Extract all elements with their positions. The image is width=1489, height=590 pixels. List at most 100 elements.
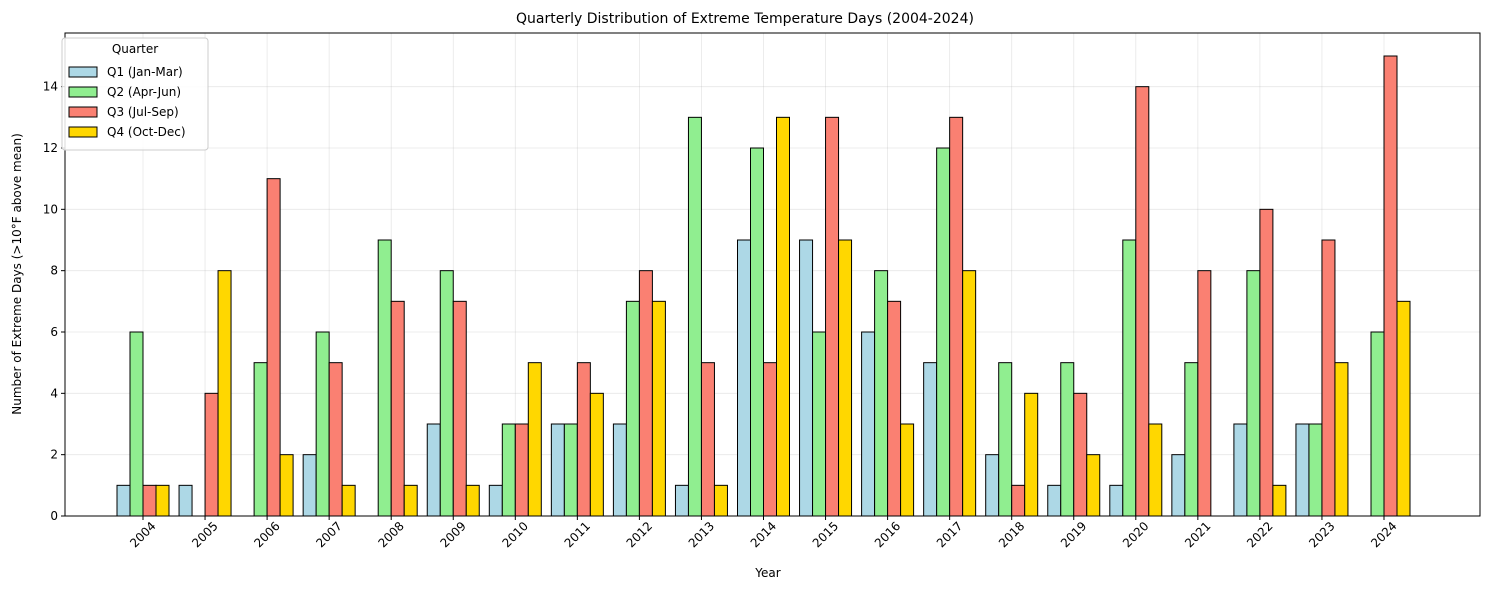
- y-tick-label: 2: [50, 448, 58, 462]
- bar-q3-2017: [949, 116, 964, 517]
- y-tick-label: 10: [43, 202, 58, 216]
- bar-q4-2009: [465, 484, 480, 517]
- legend: Quarter Q1 (Jan-Mar) Q2 (Apr-Jun) Q3 (Jul-…: [61, 37, 209, 151]
- x-tick-label: 2017: [934, 519, 965, 550]
- bar-q3-2024: [1383, 55, 1398, 517]
- bar-q4-2017: [962, 270, 977, 517]
- legend-swatch: [68, 86, 98, 98]
- bar-q2-2024: [1370, 331, 1385, 517]
- legend-swatch: [68, 66, 98, 78]
- bar-q3-2016: [887, 300, 902, 517]
- bar-q2-2014: [750, 147, 764, 517]
- bar-q4-2010: [527, 362, 542, 517]
- bar-q3-2012: [638, 270, 653, 517]
- bar-q3-2006: [266, 178, 281, 517]
- x-tick-label: 2007: [313, 519, 344, 550]
- bar-q2-2011: [563, 423, 578, 517]
- bars: [116, 55, 1411, 517]
- bar-q2-2004: [129, 331, 144, 517]
- bar-q3-2007: [328, 362, 343, 517]
- bar-q4-2007: [341, 484, 356, 517]
- bar-q1-2004: [116, 484, 131, 517]
- bar-q2-2023: [1308, 423, 1323, 517]
- bar-q2-2013: [687, 116, 702, 517]
- x-tick-label: 2024: [1368, 519, 1399, 550]
- bar-q4-2014: [776, 116, 790, 517]
- legend-entry: Q4 (Oct-Dec): [107, 125, 186, 139]
- chart-title: Quarterly Distribution of Extreme Temper…: [516, 11, 974, 27]
- bar-q2-2016: [874, 270, 889, 517]
- bar-q1-2020: [1109, 484, 1124, 517]
- x-tick-label: 2009: [437, 519, 468, 550]
- y-tick-label: 14: [43, 80, 58, 94]
- legend-swatch: [68, 126, 98, 138]
- bar-q3-2020: [1135, 86, 1150, 517]
- x-tick-label: 2016: [872, 519, 903, 550]
- bar-q1-2022: [1233, 423, 1248, 517]
- bar-q3-2009: [452, 300, 467, 517]
- bar-q3-2015: [825, 116, 840, 517]
- bar-q2-2008: [377, 239, 392, 517]
- bar-q3-2010: [514, 423, 529, 517]
- bar-q4-2020: [1148, 423, 1163, 517]
- bar-q3-2013: [700, 362, 715, 517]
- x-axis: 2004 2005 2006 2007 2008 2009 2010 2011 2012 2013…: [127, 516, 1400, 550]
- legend-entry: Q3 (Jul-Sep): [107, 105, 179, 119]
- x-tick-label: 2004: [127, 519, 158, 550]
- bar-q1-2005: [178, 484, 193, 517]
- legend-title: Quarter: [112, 42, 158, 56]
- bar-q1-2007: [302, 454, 317, 517]
- y-tick-label: 6: [50, 325, 58, 339]
- legend-swatch: [68, 106, 98, 118]
- x-tick-label: 2022: [1244, 519, 1275, 550]
- y-tick-label: 12: [43, 141, 58, 155]
- bar-q2-2022: [1246, 270, 1261, 517]
- bar-q1-2010: [488, 484, 503, 517]
- bar-q3-2008: [390, 300, 405, 517]
- bar-q3-2014: [763, 362, 777, 517]
- bar-q1-2023: [1295, 423, 1310, 517]
- x-tick-label: 2006: [251, 519, 282, 550]
- bar-q4-2019: [1086, 454, 1101, 517]
- bar-q2-2015: [812, 331, 827, 517]
- bar-q4-2008: [403, 484, 418, 517]
- bar-q1-2019: [1047, 484, 1062, 517]
- bar-q1-2016: [861, 331, 876, 517]
- bar-q2-2018: [998, 362, 1013, 517]
- bar-q4-2024: [1396, 300, 1411, 517]
- bar-q4-2016: [900, 423, 915, 517]
- bar-q4-2023: [1334, 362, 1349, 517]
- bar-q4-2011: [589, 392, 604, 517]
- x-tick-label: 2013: [686, 519, 717, 550]
- y-tick-label: 8: [50, 264, 58, 278]
- bar-q1-2014: [737, 239, 751, 517]
- bar-q3-2022: [1259, 208, 1274, 517]
- bar-q2-2019: [1060, 362, 1075, 517]
- bar-q1-2021: [1171, 454, 1186, 517]
- y-tick-label: 0: [50, 509, 58, 523]
- bar-q1-2013: [674, 484, 689, 517]
- bar-q2-2010: [501, 423, 516, 517]
- bar-q1-2015: [799, 239, 814, 517]
- bar-q4-2015: [838, 239, 853, 517]
- bar-q1-2017: [923, 362, 938, 517]
- bar-q2-2012: [625, 300, 640, 517]
- bar-q2-2017: [936, 147, 951, 517]
- bar-q2-2020: [1122, 239, 1137, 517]
- legend-entry: Q1 (Jan-Mar): [107, 65, 183, 79]
- bar-q4-2013: [713, 484, 728, 517]
- bar-q4-2022: [1272, 484, 1287, 517]
- x-tick-label: 2005: [189, 519, 220, 550]
- x-tick-label: 2008: [375, 519, 406, 550]
- bar-q2-2007: [315, 331, 330, 517]
- x-tick-label: 2021: [1182, 519, 1213, 550]
- bar-q3-2019: [1073, 392, 1088, 517]
- bar-q4-2006: [279, 454, 294, 517]
- bar-q3-2004: [142, 484, 157, 517]
- x-tick-label: 2012: [624, 519, 655, 550]
- bar-q3-2011: [576, 362, 591, 517]
- bar-q4-2012: [651, 300, 666, 517]
- y-axis: 0 2 4 6 8 10 12 14: [43, 80, 65, 523]
- bar-q1-2011: [550, 423, 565, 517]
